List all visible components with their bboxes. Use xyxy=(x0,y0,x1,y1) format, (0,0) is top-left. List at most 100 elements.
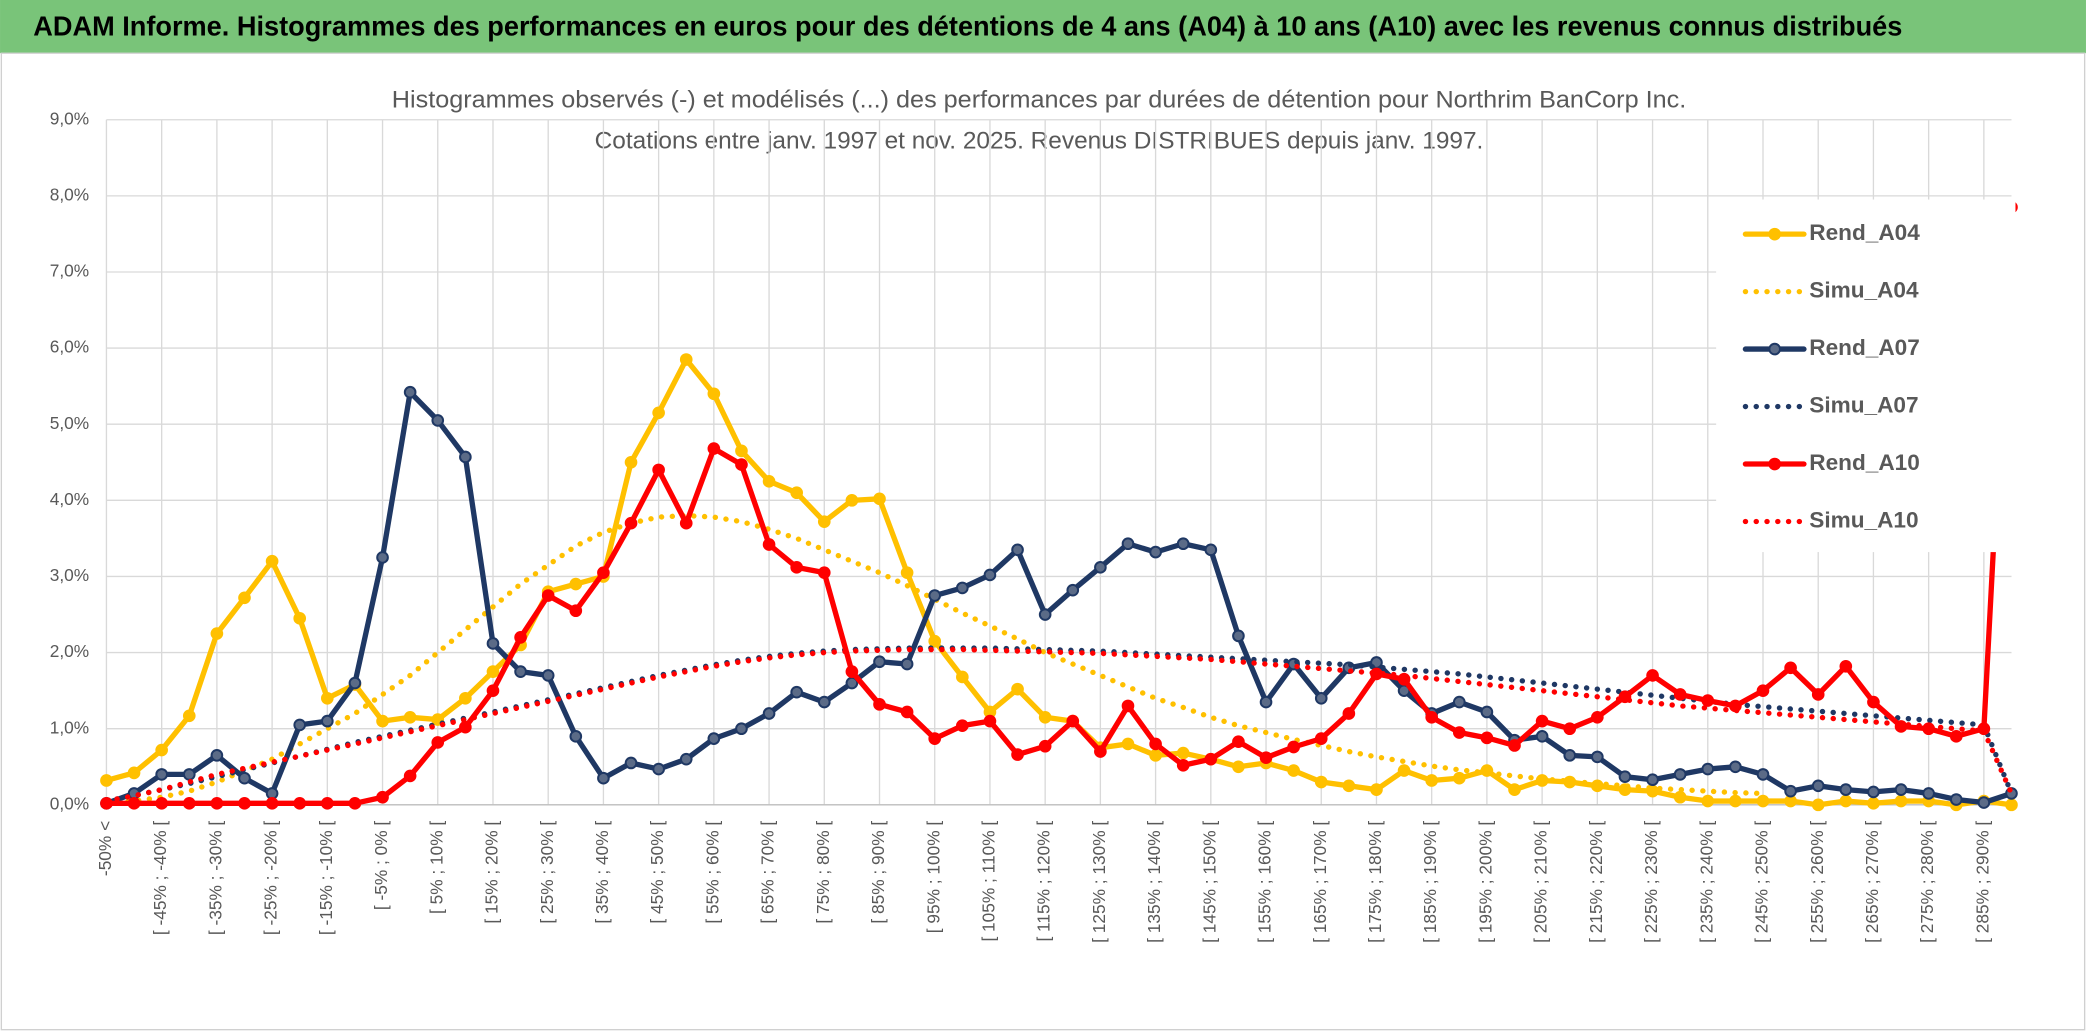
point xyxy=(403,710,417,724)
point xyxy=(541,589,555,602)
point xyxy=(679,516,693,530)
legend-label: Simu_A07 xyxy=(1809,393,1918,418)
point xyxy=(652,406,665,420)
point xyxy=(956,581,969,595)
point xyxy=(486,684,500,697)
point xyxy=(1535,730,1549,743)
point xyxy=(1314,691,1328,705)
point xyxy=(735,444,748,458)
x-tick-label: [ 75% ; 80% [ xyxy=(813,821,833,924)
point xyxy=(845,494,859,507)
point xyxy=(569,730,583,743)
x-tick-label: [ 145% ; 150% [ xyxy=(1199,821,1219,943)
point xyxy=(486,665,500,678)
point xyxy=(210,627,224,640)
point xyxy=(376,790,389,804)
x-tick-label: [ 85% ; 90% [ xyxy=(868,821,888,924)
point xyxy=(1342,707,1356,720)
point xyxy=(541,669,555,682)
point xyxy=(348,797,362,810)
point xyxy=(1038,710,1052,724)
point xyxy=(431,414,445,427)
point xyxy=(1452,771,1466,785)
point xyxy=(1011,543,1024,557)
point xyxy=(1591,750,1604,764)
x-tick-label: [ 115% ; 120% [ xyxy=(1034,821,1054,942)
x-tick-label: [ 245% ; 250% [ xyxy=(1752,821,1772,943)
legend-label: Rend_A04 xyxy=(1809,220,1920,245)
point xyxy=(1094,745,1107,758)
legend-box xyxy=(1716,199,2016,553)
point xyxy=(1038,739,1052,753)
point xyxy=(182,709,196,723)
point xyxy=(1287,740,1300,754)
point xyxy=(1149,737,1162,751)
point xyxy=(1977,796,1991,809)
y-tick-label: 8,0% xyxy=(50,184,89,204)
point xyxy=(762,707,776,720)
y-tick-label: 9,0% xyxy=(50,108,89,128)
point xyxy=(845,665,859,678)
point xyxy=(1922,787,1935,800)
x-tick-label: [ 125% ; 130% [ xyxy=(1089,821,1109,943)
point xyxy=(1839,783,1853,796)
point xyxy=(1867,797,1880,810)
point xyxy=(707,387,721,401)
point xyxy=(1425,774,1439,787)
point xyxy=(1949,793,1963,806)
x-tick-label: [ 155% ; 160% [ xyxy=(1255,821,1275,943)
point xyxy=(1729,760,1742,774)
point xyxy=(1480,705,1494,719)
y-tick-label: 2,0% xyxy=(50,641,89,661)
point xyxy=(1452,726,1466,739)
point xyxy=(1949,730,1963,743)
point xyxy=(817,695,831,709)
legend-marker xyxy=(1768,227,1781,241)
point xyxy=(873,655,886,669)
point xyxy=(265,797,279,810)
point xyxy=(1756,768,1770,781)
point xyxy=(817,515,831,528)
x-tick-label: [ 35% ; 40% [ xyxy=(592,821,612,924)
x-tick-label: [ 25% ; 30% [ xyxy=(537,821,557,924)
point xyxy=(210,797,224,810)
point xyxy=(624,455,638,469)
point xyxy=(873,698,886,711)
point xyxy=(1121,737,1135,751)
point xyxy=(238,591,251,605)
point xyxy=(1867,785,1880,799)
point xyxy=(983,568,997,582)
point xyxy=(652,463,665,477)
x-tick-label: [ 225% ; 230% [ xyxy=(1641,821,1661,943)
point xyxy=(569,604,583,618)
observed-line xyxy=(103,204,2015,806)
point xyxy=(624,756,638,770)
observed-line xyxy=(103,356,2015,808)
x-tick-label: [ 205% ; 210% [ xyxy=(1531,821,1551,943)
x-tick-label: [ -25% ; -20% [ xyxy=(261,821,281,935)
x-tick-label: [ 195% ; 200% [ xyxy=(1475,821,1495,943)
point xyxy=(1204,752,1218,766)
point xyxy=(1232,629,1245,643)
point xyxy=(100,774,113,787)
y-tick-label: 0,0% xyxy=(50,793,89,813)
point xyxy=(983,714,997,728)
point xyxy=(127,766,141,780)
point xyxy=(1811,779,1825,793)
point xyxy=(762,475,776,488)
point xyxy=(238,771,251,785)
point xyxy=(1811,798,1825,812)
point xyxy=(790,486,803,500)
legend-label: Rend_A07 xyxy=(1809,335,1920,360)
plot xyxy=(100,200,2018,812)
point xyxy=(817,566,831,579)
point xyxy=(265,554,279,568)
point xyxy=(1784,784,1797,798)
point xyxy=(1756,794,1770,808)
point xyxy=(1784,661,1797,675)
point xyxy=(1729,794,1742,808)
point xyxy=(1452,695,1466,709)
x-tick-label: [ 45% ; 50% [ xyxy=(647,821,667,924)
point xyxy=(900,566,914,579)
